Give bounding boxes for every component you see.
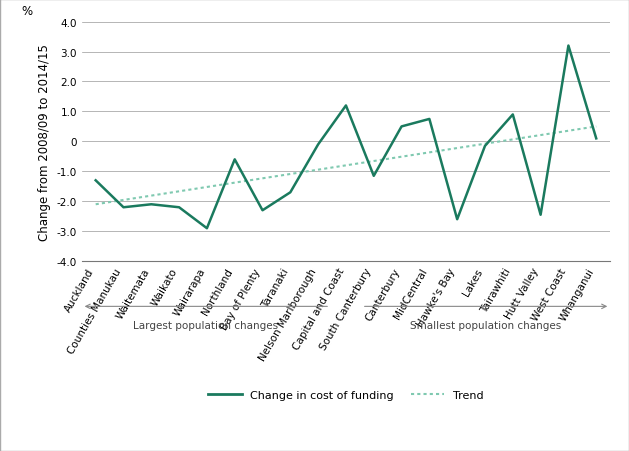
Legend: Change in cost of funding, Trend: Change in cost of funding, Trend [204, 386, 488, 404]
Y-axis label: Change from 2008/09 to 2014/15: Change from 2008/09 to 2014/15 [38, 44, 51, 240]
Text: Largest population changes: Largest population changes [133, 320, 279, 330]
Text: Smallest population changes: Smallest population changes [410, 320, 562, 330]
Text: %: % [21, 5, 32, 18]
